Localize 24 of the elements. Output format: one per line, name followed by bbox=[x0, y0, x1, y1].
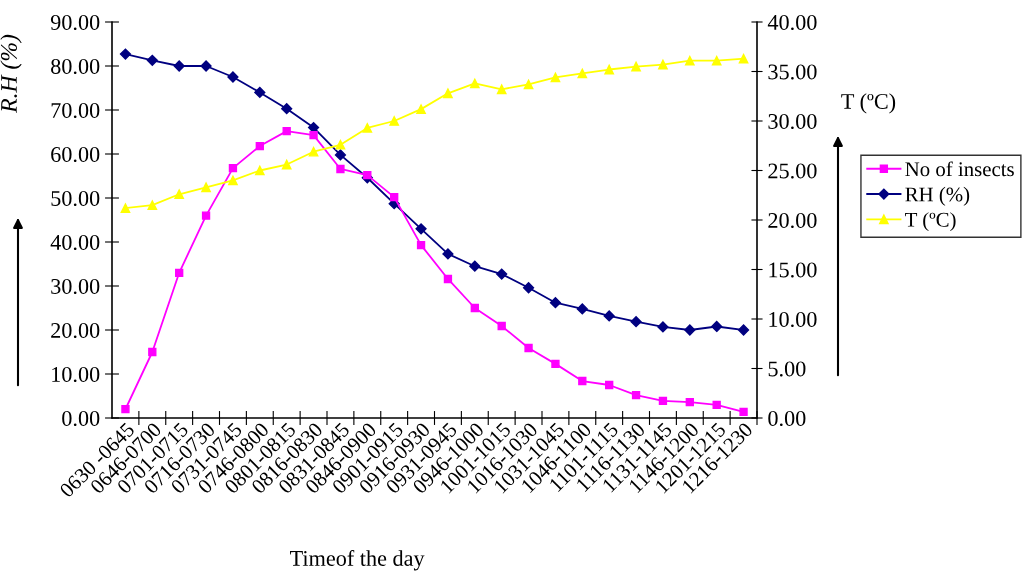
y2-tick-label: 5.00 bbox=[768, 361, 806, 377]
legend-label: RH (%) bbox=[905, 186, 970, 206]
y-tick-label: 50.00 bbox=[51, 190, 100, 207]
y-tick-label: 60.00 bbox=[51, 146, 100, 163]
y2-tick-label: 0.00 bbox=[768, 410, 806, 427]
y-tick-label: 30.00 bbox=[51, 278, 100, 295]
y2-tick-label: 35.00 bbox=[768, 64, 817, 80]
y-tick-label: 70.00 bbox=[51, 102, 100, 119]
y-tick-label: 20.00 bbox=[51, 322, 100, 339]
x-axis-title: Timeof the day bbox=[290, 550, 425, 571]
y2-tick-label: 20.00 bbox=[768, 212, 817, 229]
y-tick-label: 10.00 bbox=[52, 366, 100, 383]
y2-tick-label: 15.00 bbox=[769, 262, 817, 278]
y-tick-label: 80.00 bbox=[51, 58, 100, 75]
y-axis-title: R.H (%) bbox=[0, 34, 22, 113]
y-tick-label: 40.00 bbox=[50, 234, 100, 251]
y2-tick-label: 30.00 bbox=[768, 113, 817, 130]
y2-tick-label: 40.00 bbox=[767, 14, 817, 31]
y2-tick-label: 10.00 bbox=[769, 311, 817, 328]
y2-axis-title: T (ºC) bbox=[841, 93, 896, 114]
y-tick-label: 90.00 bbox=[50, 14, 100, 31]
y2-tick-label: 25.00 bbox=[768, 163, 817, 179]
legend-label: T (ºC) bbox=[905, 212, 956, 232]
legend-label: No of insects bbox=[905, 161, 1014, 177]
